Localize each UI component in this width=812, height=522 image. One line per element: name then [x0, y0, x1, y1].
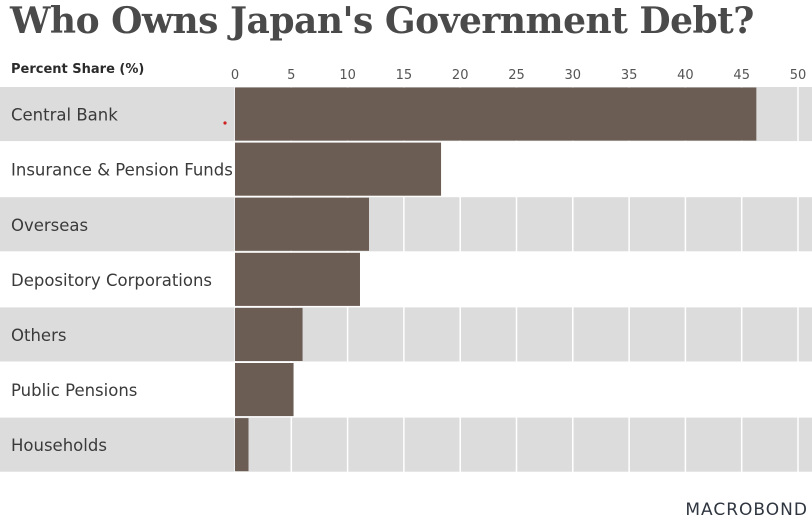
category-label: Public Pensions [11, 381, 137, 400]
category-label: Depository Corporations [11, 271, 212, 290]
chart-title: Who Owns Japan's Government Debt? [10, 0, 754, 42]
x-tick-label: 30 [565, 68, 582, 83]
brand-logo: MACROBOND [685, 500, 808, 520]
category-label: Households [11, 436, 107, 455]
x-tick-label: 15 [396, 68, 413, 83]
bar [235, 363, 294, 417]
bar [235, 197, 369, 251]
bar [235, 252, 360, 306]
category-label: Central Bank [11, 106, 118, 125]
category-label: Insurance & Pension Funds [11, 161, 233, 180]
x-tick-label: 25 [508, 68, 525, 83]
row-band [0, 197, 812, 252]
axis-label: Percent Share (%) [11, 62, 145, 77]
category-label: Others [11, 326, 66, 345]
x-tick-label: 50 [790, 68, 807, 83]
category-label: Overseas [11, 216, 88, 235]
row-band [0, 307, 812, 362]
x-tick-label: 35 [621, 68, 638, 83]
bar [235, 87, 757, 141]
x-tick-label: 40 [677, 68, 694, 83]
row-band [0, 417, 812, 472]
x-tick-label: 20 [452, 68, 469, 83]
marker-dot [223, 121, 227, 125]
bar [235, 307, 303, 361]
x-tick-label: 5 [287, 68, 295, 83]
x-tick-label: 45 [733, 68, 750, 83]
bar [235, 418, 249, 472]
x-tick-label: 0 [231, 68, 239, 83]
x-tick-label: 10 [339, 68, 356, 83]
bar [235, 142, 442, 196]
